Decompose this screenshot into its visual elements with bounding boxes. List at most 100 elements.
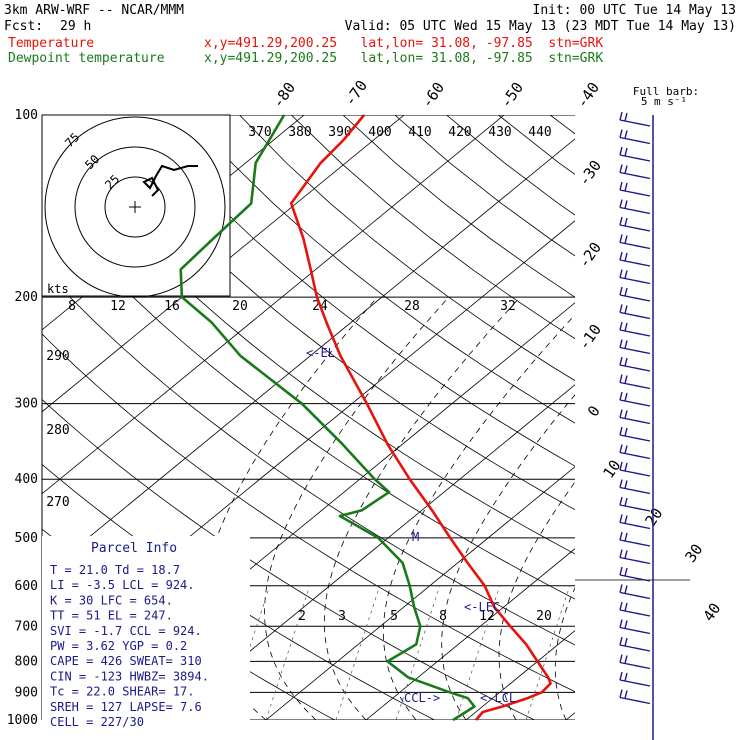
moist-adiabat-line bbox=[441, 394, 575, 720]
wind-barb-flag bbox=[624, 550, 628, 559]
theta-label: 440 bbox=[528, 125, 551, 140]
wind-barb-flag bbox=[619, 251, 623, 261]
wind-barb-flag bbox=[624, 322, 628, 332]
wind-barb bbox=[619, 381, 651, 390]
wind-barb-flag bbox=[624, 602, 628, 612]
temperature-profile-line bbox=[289, 114, 552, 721]
wind-barb bbox=[619, 294, 651, 302]
wind-barb-flag bbox=[624, 497, 628, 507]
valid-time: Valid: 05 UTC Wed 15 May 13 (23 MDT Tue … bbox=[344, 19, 736, 34]
pressure-tick-label: 100 bbox=[15, 108, 38, 123]
wind-barb bbox=[619, 661, 651, 670]
theta-label: 370 bbox=[248, 125, 271, 140]
mixing-ratio-line bbox=[525, 585, 571, 720]
wind-barb bbox=[619, 276, 651, 285]
mixing-ratio-upper-label: 16 bbox=[164, 299, 180, 314]
mixing-ratio-upper-label: 20 bbox=[232, 299, 248, 314]
wind-barb-flag bbox=[619, 234, 623, 243]
wind-barb bbox=[619, 696, 651, 705]
wind-barb bbox=[619, 206, 651, 215]
parcel-info-row: Tc = 22.0 SHEAR= 17. bbox=[50, 685, 195, 699]
wind-barb bbox=[619, 591, 651, 600]
wind-barb-flag bbox=[619, 164, 623, 173]
parcel-info-row: CAPE = 426 SWEAT= 310 bbox=[50, 654, 202, 668]
parcel-info-row: T = 21.0 Td = 18.7 bbox=[50, 563, 180, 577]
legend-temperature: Temperature bbox=[8, 36, 95, 51]
wind-barb bbox=[619, 556, 651, 565]
wind-barb-flag bbox=[624, 217, 628, 227]
mixing-ratio-label: 12 bbox=[479, 609, 495, 624]
wind-barb-flag bbox=[619, 601, 623, 611]
moist-adiabat-line bbox=[264, 296, 450, 720]
wind-barb-flag bbox=[619, 356, 623, 366]
wind-barb-flag bbox=[624, 410, 628, 419]
wind-barb bbox=[619, 154, 651, 162]
wind-barb-flag bbox=[619, 549, 623, 558]
wind-barb-flag bbox=[624, 375, 628, 384]
wind-barb-flag bbox=[624, 147, 628, 157]
forecast-hour: 29 h bbox=[60, 19, 92, 34]
wind-barb-flag bbox=[624, 340, 628, 349]
wind-barb-flag bbox=[619, 654, 623, 663]
dry-adiabat-line bbox=[42, 266, 575, 646]
mixing-ratio-upper-label: 28 bbox=[404, 299, 420, 314]
isotherm-label: -20 bbox=[575, 239, 605, 272]
wind-barb-flag bbox=[619, 409, 623, 418]
parcel-info-title: Parcel Info bbox=[91, 541, 177, 556]
wind-barb bbox=[619, 609, 651, 617]
moist-adiabat-line bbox=[610, 297, 740, 720]
wind-barb-flag bbox=[619, 286, 623, 296]
mixing-ratio-label: 5 bbox=[390, 609, 398, 624]
parcel-info-row: CELL = 227/30 bbox=[50, 715, 144, 729]
wind-barb-flag bbox=[619, 181, 623, 191]
mixing-ratio-label: 2 bbox=[298, 609, 306, 624]
wind-barb-flag bbox=[624, 270, 628, 279]
wind-barb-flag bbox=[619, 461, 623, 471]
wind-barb bbox=[619, 259, 651, 267]
dry-adiabat-line bbox=[549, 115, 575, 135]
pressure-tick-label: 900 bbox=[15, 685, 38, 700]
dewpoint-profile-line bbox=[179, 114, 476, 722]
wind-barb-flag bbox=[619, 444, 623, 453]
wind-barb bbox=[619, 504, 651, 512]
wind-barb bbox=[619, 364, 651, 372]
theta-label: 380 bbox=[288, 125, 311, 140]
parcel-info-row: SVI = -1.7 CCL = 924. bbox=[50, 624, 202, 638]
wind-barb-flag bbox=[619, 636, 623, 646]
isotherm-line bbox=[265, 466, 575, 720]
isotherm-label: -70 bbox=[341, 77, 371, 110]
wind-barb-flag bbox=[619, 146, 623, 156]
parcel-info-row: SREH = 127 LAPSE= 7.6 bbox=[50, 700, 202, 714]
parcel-info-row: CIN = -123 HWBZ= 3894. bbox=[50, 669, 209, 683]
isotherm-label: -40 bbox=[573, 79, 603, 112]
mixing-ratio-upper-label: 32 bbox=[500, 299, 516, 314]
isotherm-label: -50 bbox=[497, 79, 527, 112]
wind-barb bbox=[619, 469, 651, 477]
dry-adiabat-line bbox=[42, 333, 575, 693]
wind-barb-flag bbox=[619, 426, 623, 436]
wind-barb bbox=[619, 189, 651, 197]
wind-barb-flag bbox=[624, 200, 628, 209]
dry-adiabat-line bbox=[239, 115, 575, 382]
hodograph-ring bbox=[74, 146, 196, 268]
lcl-marker: <-LCL bbox=[480, 691, 516, 705]
wind-barb bbox=[619, 539, 651, 547]
wind-barb-flag bbox=[624, 515, 628, 524]
moist-adiabat-line bbox=[554, 586, 575, 720]
dry-adiabat-line bbox=[394, 115, 575, 257]
mixing-ratio-label: 8 bbox=[439, 609, 447, 624]
parcel-info-row: PW = 3.62 YGP = 0.2 bbox=[50, 639, 187, 653]
mixing-ratio-upper-label: 8 bbox=[68, 299, 76, 314]
isotherm-line bbox=[666, 115, 740, 720]
pressure-tick-label: 400 bbox=[15, 472, 38, 487]
wind-barb-flag bbox=[624, 480, 628, 489]
wind-barb-flag bbox=[619, 496, 623, 506]
ccl-marker: CCL-> bbox=[404, 691, 440, 705]
dry-adiabat-line bbox=[446, 115, 575, 216]
moist-adiabat-line bbox=[382, 314, 575, 720]
wind-barb-flag bbox=[619, 321, 623, 331]
mixing-ratio-line bbox=[265, 585, 311, 720]
wind-barb-flag bbox=[624, 182, 628, 192]
barb-legend-title: Full barb: bbox=[633, 85, 699, 98]
